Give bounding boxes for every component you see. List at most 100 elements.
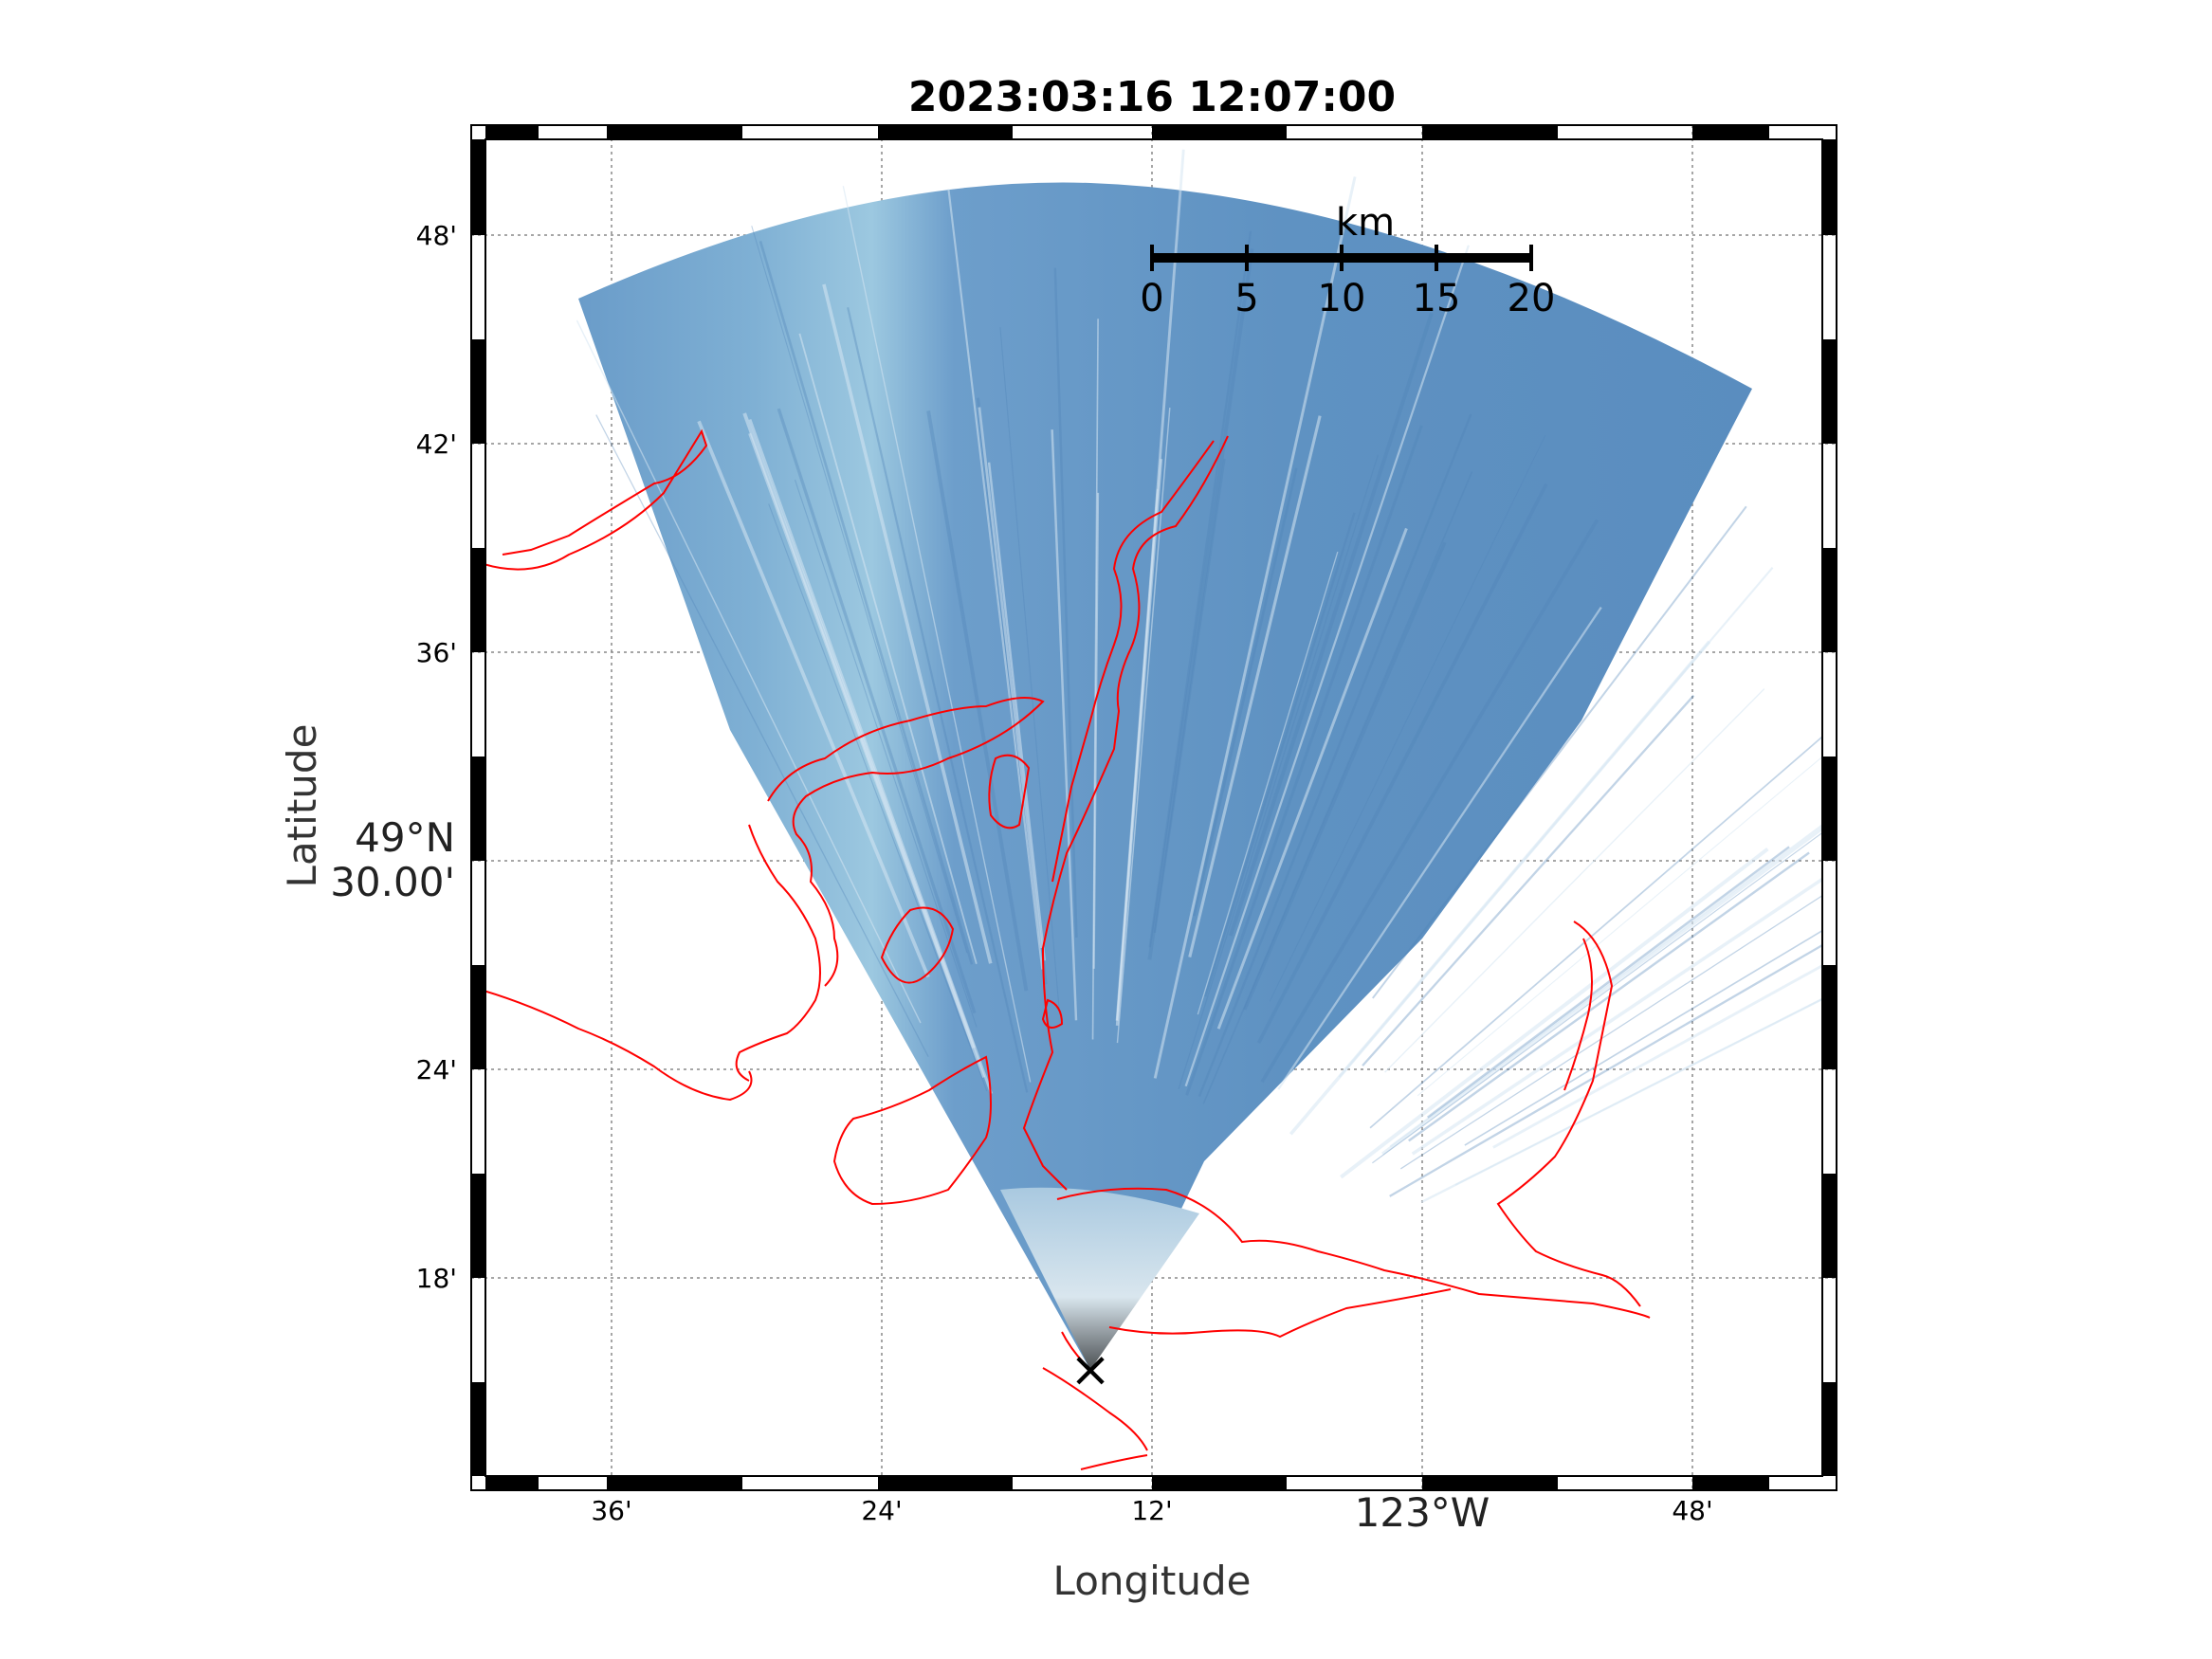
- lon-main-label: 123°W: [1355, 1489, 1490, 1536]
- image-streak: [777, 408, 977, 1014]
- image-streak: [751, 226, 968, 954]
- image-streak: [1243, 541, 1447, 1011]
- scale-bar-ticks: 0 5 10 15 20: [1140, 245, 1555, 320]
- image-streak: [1369, 735, 1822, 1129]
- island-1: [988, 754, 1031, 830]
- frame-segment: [1822, 548, 1837, 652]
- camera-position-marker: ×: [1069, 1341, 1111, 1398]
- lat-tick-label: 24': [416, 1054, 457, 1085]
- coastline-islands-lower: [832, 1055, 992, 1206]
- image-streak: [1229, 312, 1434, 937]
- image-streak: [1197, 551, 1339, 1015]
- lat-tick-label: 42': [416, 428, 457, 460]
- lat-main-label-line2: 30.00': [330, 859, 455, 905]
- scale-bar-tick-label: 15: [1413, 277, 1461, 320]
- frame-segment: [878, 1476, 1013, 1490]
- lon-tick-label: 48': [1672, 1495, 1712, 1526]
- image-streak: [1269, 434, 1546, 1002]
- image-streak: [1197, 413, 1472, 1097]
- frame-segment: [878, 125, 1013, 139]
- lat-tick-label: 36': [416, 637, 457, 668]
- image-streak: [1153, 458, 1226, 934]
- frame-segment: [471, 139, 485, 235]
- image-streak: [1185, 425, 1423, 1096]
- map-frame: [470, 124, 1837, 1491]
- frame-segment: [1152, 1476, 1287, 1490]
- scale-bar-tick-label: 0: [1140, 277, 1163, 320]
- image-streak: [1115, 149, 1185, 1021]
- image-streak: [847, 306, 1029, 1093]
- y-axis-label: Latitude: [279, 724, 325, 888]
- image-streak: [1399, 895, 1822, 1170]
- frame-segment: [607, 125, 742, 139]
- island-3: [1041, 998, 1064, 1029]
- image-streak: [1381, 826, 1822, 1156]
- image-streak: [1188, 415, 1322, 958]
- frame-segment: [485, 125, 539, 139]
- lon-tick-label: 12': [1131, 1495, 1172, 1526]
- frame-segment: [1822, 965, 1837, 1069]
- coastline-bottom: [1042, 1367, 1148, 1470]
- image-streak: [798, 333, 978, 964]
- coastline-central: [767, 697, 1045, 987]
- image-streak: [1256, 483, 1548, 1044]
- island-2: [880, 906, 955, 984]
- image-streak: [576, 319, 922, 1024]
- scale-bar-tick-label: 20: [1508, 277, 1556, 320]
- image-streak: [1116, 407, 1171, 1044]
- lon-tick-label: 24': [861, 1495, 902, 1526]
- frame-segment: [471, 1174, 485, 1278]
- frame-segment: [471, 757, 485, 861]
- image-streak: [1492, 963, 1822, 1149]
- image-streak: [842, 186, 1032, 1083]
- image-streak: [999, 327, 1060, 1012]
- lat-main-label-line1: 49°N: [355, 814, 455, 861]
- image-streak: [1362, 694, 1695, 1066]
- coastline-inlet: [735, 824, 821, 1082]
- coastline-fjord: [1022, 435, 1229, 1191]
- lat-tick-label: 18': [416, 1263, 457, 1294]
- coastline-east: [1496, 921, 1641, 1307]
- image-streak: [1454, 997, 1822, 1186]
- image-streak: [595, 414, 929, 1057]
- image-streak: [978, 407, 1044, 949]
- image-streak: [947, 189, 1044, 970]
- image-streak: [1204, 512, 1356, 997]
- image-streak: [1384, 688, 1765, 1073]
- frame-segment: [471, 339, 485, 444]
- lon-tick-label: 36': [591, 1495, 631, 1526]
- image-streak: [822, 283, 993, 964]
- plot-title: 2023:03:16 12:07:00: [908, 73, 1396, 121]
- image-streak: [1338, 566, 1774, 1078]
- image-streak: [768, 503, 988, 1092]
- frame-segment: [1822, 339, 1837, 444]
- frame-segment: [607, 1476, 742, 1490]
- scale-bar-unit: km: [1336, 201, 1395, 245]
- image-streak: [1193, 467, 1298, 917]
- image-streak: [926, 410, 1029, 992]
- frame-segment: [1692, 1476, 1769, 1490]
- frame-segment: [485, 1476, 539, 1490]
- image-streak: [1216, 527, 1408, 1030]
- image-streak: [1147, 248, 1254, 960]
- image-streak: [1464, 929, 1822, 1146]
- frame-segment: [471, 965, 485, 1069]
- image-streak: [1153, 176, 1357, 1079]
- image-streak: [1053, 267, 1078, 939]
- frame-segment: [1422, 125, 1558, 139]
- image-streak: [987, 462, 1047, 961]
- image-streak: [1148, 230, 1252, 948]
- image-streak: [759, 241, 974, 965]
- image-streak: [1427, 846, 1790, 1119]
- frame-segment: [1422, 1476, 1558, 1490]
- image-streak: [1372, 505, 1747, 999]
- frame-segment: [1822, 139, 1837, 235]
- coastline-sw: [484, 990, 753, 1102]
- image-streak: [1051, 429, 1078, 1021]
- frame-segment: [471, 548, 485, 652]
- image-streaks: [576, 149, 1822, 1204]
- frame-segment: [1152, 125, 1287, 139]
- x-axis-label: Longitude: [1053, 1558, 1252, 1604]
- image-streak: [1340, 848, 1769, 1179]
- lat-tick-label: 48': [416, 220, 457, 251]
